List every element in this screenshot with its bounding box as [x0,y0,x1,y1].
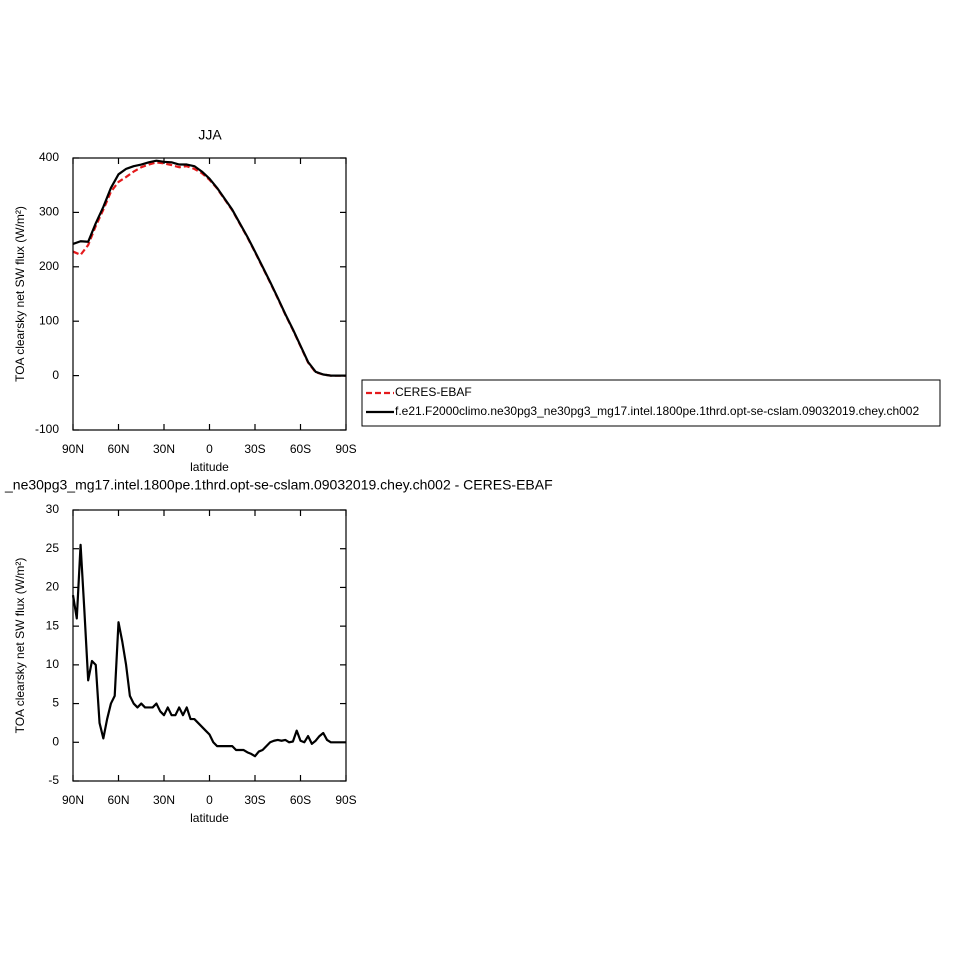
x-axis-label: latitude [190,460,229,474]
plot-frame [72,157,347,431]
legend-label: CERES-EBAF [395,385,472,399]
y-tick-label: 200 [39,259,59,273]
y-axis-label: TOA clearsky net SW flux (W/m²) [13,206,27,382]
x-tick-label: 60S [290,442,311,456]
data-line [72,159,346,377]
y-tick-label: 100 [39,313,59,327]
x-tick-label: 60N [107,442,129,456]
x-tick-label: 90N [62,442,84,456]
chart-title: _ne30pg3_mg17.intel.1800pe.1thrd.opt-se-… [4,477,553,493]
y-tick-label: 0 [52,368,59,382]
y-tick-label: 20 [46,580,60,594]
x-tick-label: 60N [107,793,129,807]
y-tick-label: -5 [48,773,59,787]
x-tick-label: 30S [244,793,265,807]
y-axis-label: TOA clearsky net SW flux (W/m²) [13,558,27,734]
x-tick-label: 30N [153,793,175,807]
data-line [71,543,346,758]
y-tick-label: 5 [52,696,59,710]
x-tick-label: 60S [290,793,311,807]
y-tick-label: -100 [35,422,59,436]
y-tick-label: 30 [46,502,60,516]
y-tick-label: 300 [39,205,59,219]
y-tick-label: 400 [39,150,59,164]
x-tick-label: 0 [206,793,213,807]
y-tick-label: 15 [46,618,60,632]
y-tick-label: 25 [46,541,60,555]
x-tick-label: 90S [335,442,356,456]
legend-box [361,379,941,427]
chart-title: JJA [198,127,222,143]
x-tick-label: 0 [206,442,213,456]
data-line [72,161,346,377]
y-tick-label: 10 [46,657,60,671]
x-tick-label: 30S [244,442,265,456]
x-axis-label: latitude [190,811,229,825]
x-tick-label: 90S [335,793,356,807]
x-tick-label: 90N [62,793,84,807]
legend-label: f.e21.F2000climo.ne30pg3_ne30pg3_mg17.in… [395,404,919,418]
y-tick-label: 0 [52,734,59,748]
x-tick-label: 30N [153,442,175,456]
